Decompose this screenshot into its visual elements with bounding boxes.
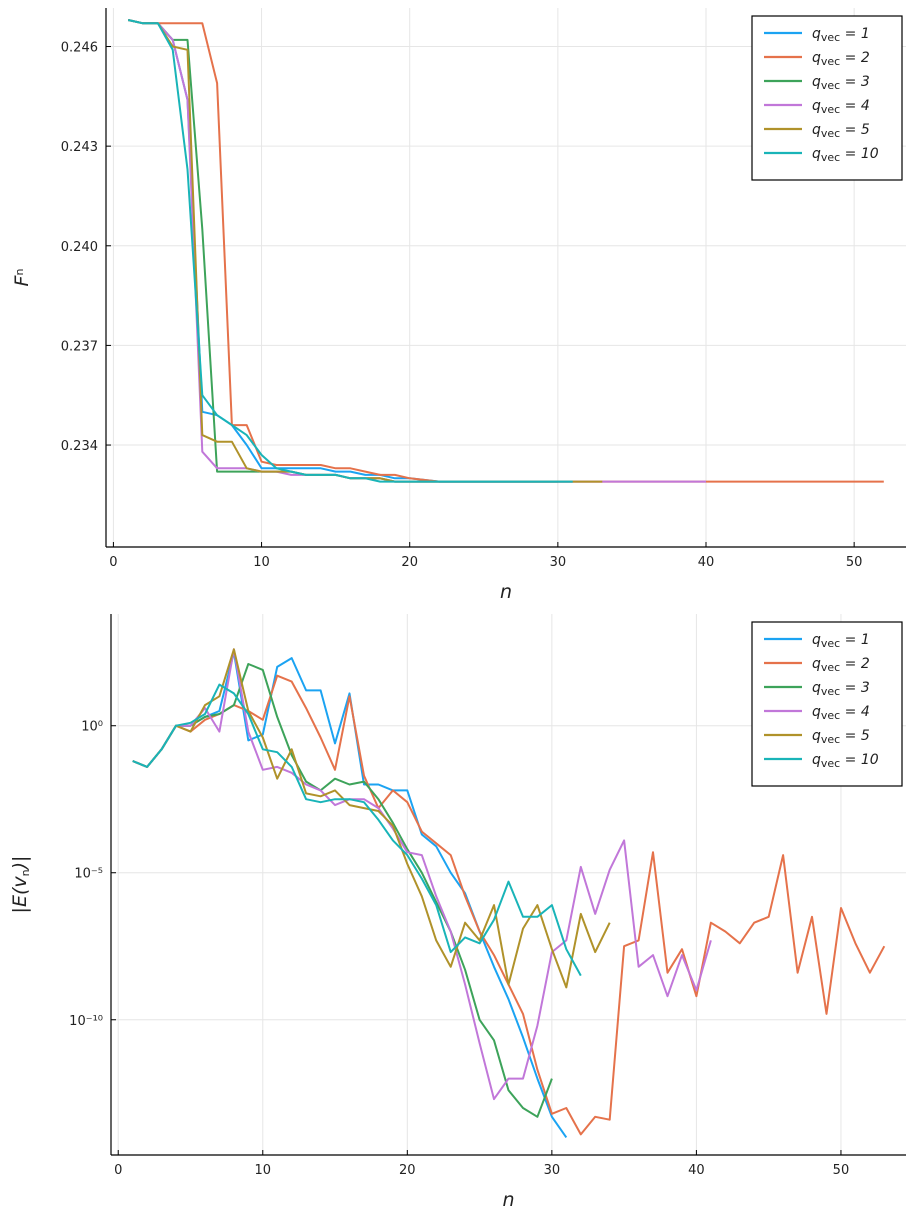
x-tick-label: 20 [399,1163,416,1178]
x-tick-label: 50 [846,555,863,570]
top-panel-objective: 0 10 20 30 40 50 0.234 0.237 0.240 0.243 0.246 n Fn q… [11,8,906,603]
x-tick-label: 30 [550,555,567,570]
x-tick-label: 30 [544,1163,561,1178]
legend-label: qvec = 1 [812,632,870,650]
x-tick-label: 50 [833,1163,850,1178]
y-tick-label: 0.234 [61,439,98,454]
y-axis-title: Fn [11,269,33,287]
legend-label: qvec = 3 [812,680,870,698]
y-tick-label: 0.246 [61,41,98,56]
series-line-3 [132,663,553,1118]
y-tick-label: 0.240 [61,240,98,255]
series-line-6 [127,19,573,483]
legend-label: qvec = 4 [812,704,870,722]
legend-label: qvec = 10 [812,752,879,770]
y-tick-label: 10⁻⁵ [74,867,103,882]
legend-label: qvec = 5 [812,122,870,140]
y-tick-label: 0.237 [61,339,98,354]
y-tick-label: 0.243 [61,140,98,155]
legend-label: qvec = 5 [812,728,870,746]
x-tick-label: 40 [688,1163,705,1178]
series-line-6 [132,683,582,977]
x-tick-label: 10 [254,1163,271,1178]
series-line-5 [132,648,611,989]
series-line-5 [127,19,603,483]
legend-label: qvec = 4 [812,98,870,116]
x-axis-title: n [502,1189,514,1211]
y-axis-title: |E(vn)| [9,856,32,914]
x-axis-title: n [500,581,512,603]
x-tick-label: 0 [109,555,117,570]
y-tick-label: 10⁰ [81,720,103,735]
legend-label: qvec = 1 [812,26,870,44]
legend: qvec = 1 qvec = 2 qvec = 3 qvec = 4 qvec = 5… [751,15,903,181]
y-tick-label: 10⁻¹⁰ [69,1014,103,1029]
legend-label: qvec = 2 [812,50,870,68]
x-tick-label: 20 [401,555,418,570]
legend: qvec = 1 qvec = 2 qvec = 3 qvec = 4 qvec = 5… [751,621,903,787]
x-tick-label: 40 [698,555,715,570]
x-tick-label: 10 [253,555,270,570]
legend-label: qvec = 2 [812,656,870,674]
series-line-4 [132,648,712,1101]
legend-label: qvec = 10 [812,146,879,164]
x-tick-label: 0 [114,1163,122,1178]
legend-label: qvec = 3 [812,74,870,92]
